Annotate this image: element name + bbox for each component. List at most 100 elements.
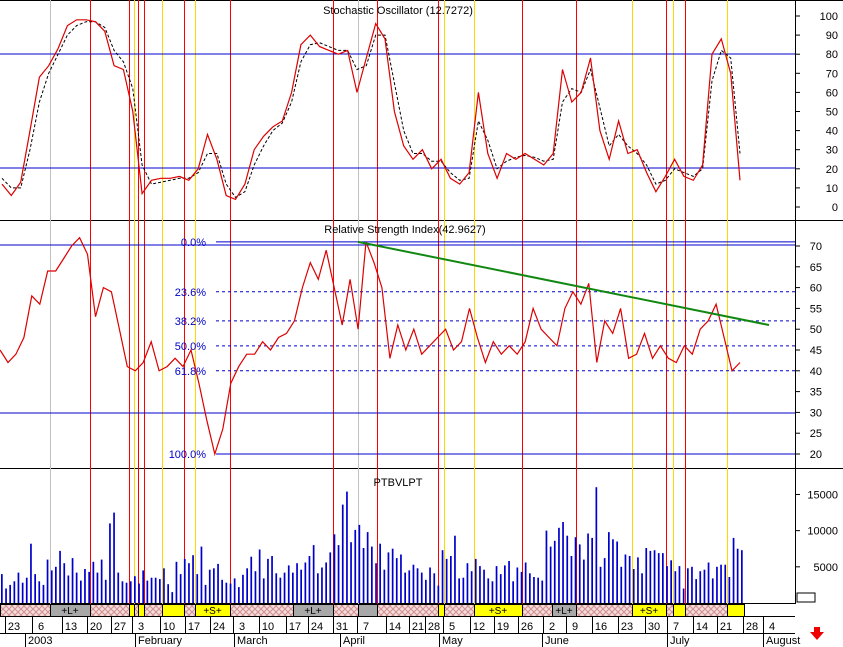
volume-bar — [462, 577, 465, 603]
x-day-label: 9 — [572, 621, 578, 633]
volume-bar — [425, 579, 427, 603]
volume-bar — [21, 582, 24, 603]
x-day-label: 3 — [239, 621, 245, 633]
volume-title: PTBVLPT — [374, 477, 423, 489]
volume-bar — [129, 581, 132, 603]
stochastic-tick-label: 0 — [832, 202, 838, 214]
volume-bar — [159, 579, 161, 603]
fibonacci-levels: 0.0% 23.6% 38.2% 50.0% 61.8% 100.0% — [169, 237, 795, 461]
volume-bar — [125, 582, 128, 603]
x-day-label: 28 — [746, 621, 758, 633]
x-day-label: 17 — [289, 621, 301, 633]
volume-bar — [96, 572, 99, 603]
volume-bar — [487, 578, 490, 603]
volume-bar — [346, 491, 348, 603]
fibonacci-label: 61.8% — [175, 366, 206, 378]
signal-segment — [727, 604, 745, 617]
volume-bar — [121, 581, 124, 603]
rsi-tick-label: 40 — [810, 366, 822, 378]
volume-bar — [682, 588, 685, 603]
volume-bar — [404, 572, 406, 603]
volume-bar — [17, 572, 20, 603]
volume-bar — [183, 558, 186, 603]
volume-bar — [470, 571, 473, 603]
signal-segment-label: +S+ — [203, 606, 222, 617]
fibonacci-label: 0.0% — [181, 237, 206, 249]
volume-bar — [566, 535, 569, 603]
volume-bar — [279, 577, 282, 603]
volume-bar — [50, 570, 53, 603]
volume-bar — [504, 565, 506, 603]
volume-bars — [1, 487, 743, 603]
volume-bar — [508, 561, 510, 603]
volume-bar — [13, 581, 16, 603]
x-day-label: 27 — [114, 621, 126, 633]
volume-bar — [649, 550, 652, 603]
volume-bar — [104, 579, 107, 603]
x-day-label: 14 — [389, 621, 401, 633]
x-day-label: 17 — [188, 621, 200, 633]
signal-segment — [162, 604, 185, 617]
volume-bar — [300, 569, 302, 603]
volume-bar — [42, 584, 45, 603]
signal-segment — [333, 604, 359, 617]
volume-bar — [9, 584, 11, 603]
x-day-label: 19 — [497, 621, 509, 633]
x-day-label: 13 — [65, 621, 77, 633]
signal-segment — [444, 604, 475, 617]
volume-bar — [267, 558, 269, 603]
rsi-line — [0, 236, 741, 457]
rsi-trendline — [357, 240, 770, 327]
volume-bar — [716, 566, 718, 603]
fibonacci-label: 38.2% — [175, 316, 206, 328]
volume-bar — [495, 566, 498, 603]
volume-bar — [578, 544, 581, 603]
x-day-label: 6 — [38, 621, 44, 633]
stochastic-panel: Stochastic Oscillator (12.7272) 10090807… — [0, 5, 838, 214]
x-day-label: 5 — [449, 621, 455, 633]
x-day-label: 24 — [213, 621, 225, 633]
x-month-label: August — [766, 635, 800, 647]
stochastic-title: Stochastic Oscillator (12.7272) — [323, 5, 473, 17]
signal-segment — [522, 604, 553, 617]
volume-bar — [720, 564, 722, 603]
signal-segment — [144, 604, 163, 617]
x-month-label: March — [237, 635, 268, 647]
volume-bar — [383, 569, 386, 603]
volume-bar — [687, 568, 689, 603]
volume-bar — [674, 571, 677, 603]
volume-bar — [420, 572, 423, 603]
x-month-label: February — [138, 635, 183, 647]
volume-bar — [333, 534, 336, 603]
x-day-label: 3 — [138, 621, 144, 633]
volume-bar — [92, 561, 95, 603]
volume-bar — [512, 581, 514, 603]
stochastic-tick-label: 100 — [820, 11, 838, 23]
rsi-tick-label: 30 — [810, 407, 822, 419]
stochastic-tick-label: 70 — [826, 68, 838, 80]
scroll-down-icon[interactable] — [810, 627, 824, 640]
volume-bar — [375, 563, 377, 603]
volume-bar — [275, 573, 278, 603]
volume-bar — [242, 574, 244, 603]
volume-bar — [732, 537, 735, 603]
stochastic-tick-label: 20 — [826, 164, 838, 176]
volume-bar — [400, 554, 402, 603]
volume-bar — [1, 574, 3, 603]
volume-bar — [391, 548, 394, 603]
volume-bar — [724, 564, 727, 603]
signal-segment — [438, 604, 445, 617]
volume-bar — [250, 556, 253, 603]
volume-bar — [75, 572, 78, 603]
signal-segment-label: +L+ — [61, 606, 78, 617]
volume-bar — [46, 559, 49, 603]
volume-bar — [246, 568, 248, 603]
volume-bar — [217, 563, 219, 603]
volume-bar — [595, 487, 598, 603]
volume-bar — [524, 562, 527, 603]
volume-bar — [695, 579, 697, 603]
volume-bar — [474, 558, 477, 603]
volume-bar — [541, 580, 544, 603]
volume-bar — [703, 569, 706, 603]
